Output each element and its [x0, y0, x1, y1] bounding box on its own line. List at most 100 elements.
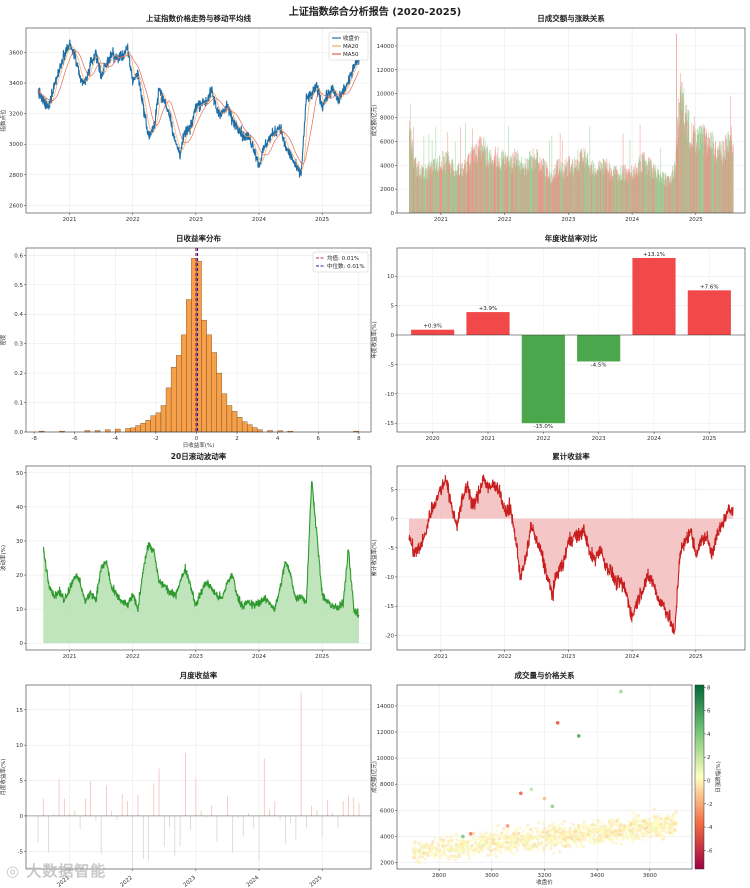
- scatter-point: [668, 831, 672, 835]
- volume-bar: [423, 136, 425, 213]
- monthly-bar: [85, 798, 86, 816]
- scatter-point: [534, 834, 539, 838]
- scatter-point: [637, 823, 642, 828]
- plot-border: [396, 465, 746, 651]
- figure-title: 上证指数综合分析报告 (2020-2025): [288, 7, 462, 18]
- monthly-bar: [216, 815, 218, 842]
- scatter-point: [625, 823, 629, 828]
- x-tick-label: 2022: [126, 654, 140, 660]
- panel-annual: 年度收益率对比 -15 -10 -5 0 5 10 年度收益率(%) 2020 2021 2022 2…: [370, 233, 746, 442]
- x-tick-label: -2: [153, 436, 158, 442]
- scatter-point: [495, 834, 499, 838]
- scatter-point: [521, 842, 526, 847]
- scatter-point: [617, 833, 622, 837]
- scatter-point-highlight: [555, 721, 560, 725]
- scatter-point: [531, 835, 536, 839]
- series-line-ma20: [37, 45, 360, 172]
- scatter-point: [489, 832, 493, 836]
- scatter-point: [570, 837, 574, 841]
- scatter-point: [618, 824, 622, 828]
- monthly-bar: [232, 815, 234, 853]
- scatter-point: [573, 825, 577, 829]
- y-tick-label: 5: [391, 487, 395, 493]
- monthly-bar: [300, 692, 302, 816]
- scatter-point: [437, 843, 441, 847]
- scatter-point: [667, 824, 671, 828]
- y-tick-label: 12000: [377, 68, 395, 74]
- scatter-point: [658, 819, 662, 823]
- scatter-point: [511, 852, 516, 856]
- monthly-bar: [327, 800, 328, 816]
- scatter-point: [547, 832, 551, 836]
- histogram-bar: [140, 422, 146, 433]
- scatter-point: [514, 840, 518, 845]
- scatter-point: [640, 838, 645, 842]
- annual-bar: [521, 335, 565, 424]
- scatter-point: [554, 836, 558, 841]
- scatter-point: [597, 837, 601, 841]
- scatter-point: [520, 834, 525, 838]
- scatter-point: [560, 840, 564, 844]
- monthly-bar: [90, 781, 91, 816]
- colorbar: -6 -4 -2 0 2 4 6 8 日涨跌幅(%): [694, 684, 722, 870]
- scatter-point: [498, 842, 503, 846]
- scatter-point: [619, 842, 624, 846]
- x-tick-label: -8: [31, 436, 37, 442]
- x-tick-label: 2022: [498, 654, 512, 660]
- scatter-point: [443, 848, 447, 853]
- monthly-bar: [242, 815, 244, 837]
- monthly-bar: [195, 777, 197, 816]
- scatter-point: [530, 842, 534, 846]
- scatter-point: [426, 851, 430, 855]
- scatter-point: [618, 829, 622, 833]
- scatter-point: [591, 818, 595, 823]
- plot-area: [26, 685, 371, 869]
- y-tick-label: 15: [16, 708, 23, 714]
- scatter-point-highlight: [518, 791, 523, 796]
- scatter-point: [542, 822, 546, 826]
- scatter-point: [431, 840, 435, 844]
- scatter-point: [605, 829, 609, 834]
- x-tick-label: 2025: [315, 217, 329, 223]
- y-tick-label: -15: [385, 604, 394, 610]
- y-tick-label: 0.1: [14, 401, 23, 407]
- scatter-point: [524, 826, 528, 830]
- colorbar-tick-label: -6: [707, 848, 713, 854]
- y-tick-label: -20: [385, 633, 394, 639]
- monthly-bar: [37, 815, 39, 843]
- scatter-point: [604, 826, 609, 830]
- scatter-point: [633, 811, 637, 815]
- colorbar-tick-label: 0: [707, 778, 711, 784]
- scatter-point: [639, 830, 644, 834]
- scatter-point: [447, 857, 451, 861]
- x-tick-label: 2800: [432, 873, 446, 879]
- scatter-point: [598, 829, 603, 833]
- scatter-point: [509, 840, 513, 844]
- scatter-point: [502, 827, 506, 831]
- y-tick-label: 3600: [9, 50, 23, 56]
- plot-border: [396, 27, 746, 214]
- scatter-point: [626, 837, 630, 842]
- scatter-point: [453, 858, 458, 862]
- scatter-point: [562, 829, 566, 833]
- histogram-bar: [221, 393, 228, 433]
- monthly-bar: [148, 815, 149, 861]
- scatter-point: [431, 847, 435, 852]
- plot-area: [397, 466, 745, 650]
- scatter-point: [577, 824, 581, 828]
- scatter-point: [621, 829, 626, 833]
- histogram-bar: [150, 415, 157, 433]
- y-axis-label: 累计收益率(%): [370, 539, 378, 576]
- scatter-point: [592, 832, 597, 837]
- scatter-point: [484, 839, 489, 843]
- monthly-bar: [116, 815, 118, 821]
- histogram-bar: [165, 387, 172, 433]
- scatter-point: [515, 848, 519, 852]
- scatter-point-highlight: [576, 734, 581, 738]
- series-line-close: [37, 39, 360, 178]
- scatter-point: [590, 841, 594, 845]
- scatter-point: [624, 831, 628, 835]
- scatter-point: [440, 850, 444, 854]
- x-tick-label: 2025: [315, 654, 329, 660]
